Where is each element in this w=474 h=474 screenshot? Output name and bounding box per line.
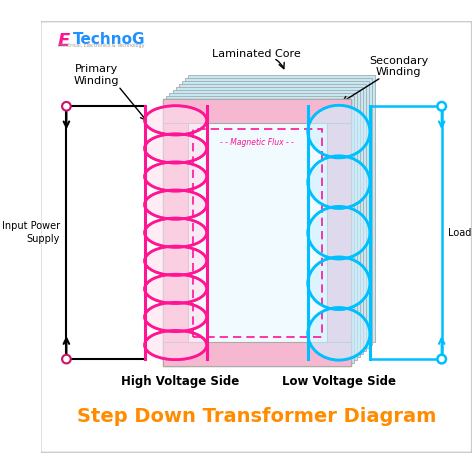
Text: Electrical, Electronics & Technology: Electrical, Electronics & Technology (58, 43, 144, 48)
Ellipse shape (308, 156, 370, 209)
Bar (327, 99, 351, 366)
Bar (170, 93, 357, 360)
Text: High Voltage Side: High Voltage Side (121, 375, 239, 388)
FancyBboxPatch shape (40, 21, 472, 453)
Text: Low Voltage Side: Low Voltage Side (282, 375, 396, 388)
Text: Input Power
Supply: Input Power Supply (2, 221, 60, 244)
Bar (175, 87, 363, 355)
Circle shape (438, 102, 446, 110)
Text: Secondary
Winding: Secondary Winding (369, 56, 428, 77)
Text: TechnoG: TechnoG (73, 32, 146, 47)
Ellipse shape (145, 162, 207, 191)
Circle shape (62, 102, 71, 110)
Circle shape (62, 355, 71, 364)
Bar (164, 99, 188, 366)
Text: Primary
Winding: Primary Winding (74, 64, 119, 86)
Ellipse shape (145, 190, 207, 219)
Ellipse shape (308, 206, 370, 259)
Ellipse shape (308, 105, 370, 158)
Ellipse shape (145, 274, 207, 303)
Text: Laminated Core: Laminated Core (212, 49, 301, 59)
Ellipse shape (145, 106, 207, 135)
Ellipse shape (145, 134, 207, 163)
Bar (173, 90, 360, 357)
Bar (188, 123, 327, 342)
Ellipse shape (145, 330, 207, 360)
Bar (182, 81, 369, 348)
Bar (164, 99, 351, 366)
Text: Step Down Transformer Diagram: Step Down Transformer Diagram (76, 407, 436, 426)
Bar (188, 75, 375, 342)
Ellipse shape (145, 246, 207, 275)
Ellipse shape (145, 302, 207, 332)
Bar (184, 78, 372, 345)
Bar (193, 128, 321, 337)
Circle shape (438, 355, 446, 364)
Bar (164, 342, 351, 366)
Text: - - Magnetic Flux - -: - - Magnetic Flux - - (220, 138, 294, 147)
Ellipse shape (308, 257, 370, 310)
Bar (164, 99, 351, 123)
Ellipse shape (308, 308, 370, 360)
Bar (179, 84, 366, 351)
Text: E: E (58, 32, 70, 50)
Bar (166, 96, 354, 364)
Text: Load: Load (448, 228, 472, 237)
Ellipse shape (145, 218, 207, 247)
